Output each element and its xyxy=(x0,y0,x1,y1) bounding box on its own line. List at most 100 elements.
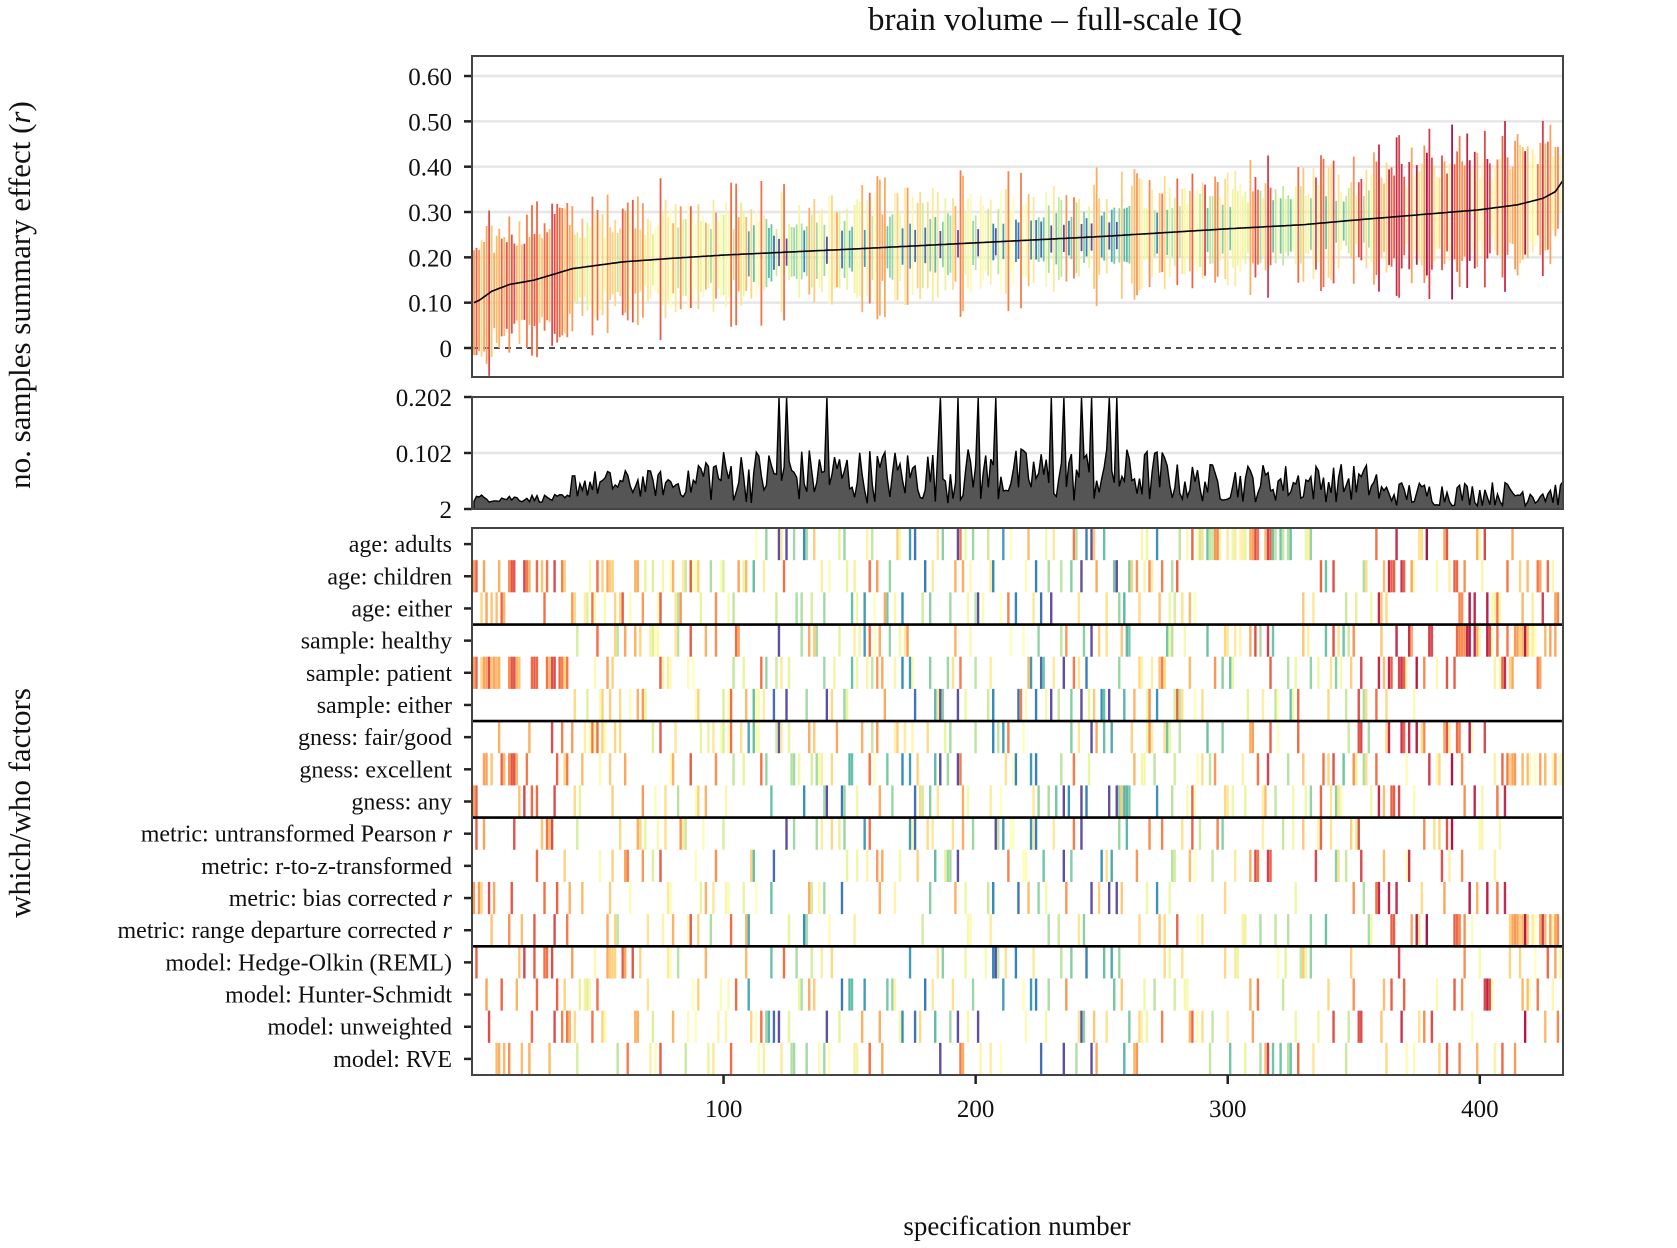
row-label: gness: fair/good xyxy=(298,725,452,751)
heatmap-cell xyxy=(576,1042,579,1075)
heatmap-cell xyxy=(629,688,632,722)
heatmap-cell xyxy=(1400,656,1403,689)
heatmap-cell xyxy=(989,1042,992,1075)
heatmap-cell xyxy=(1355,592,1358,625)
heatmap-cell xyxy=(1460,592,1464,625)
heatmap-cell xyxy=(674,624,677,657)
heatmap-cell xyxy=(1072,753,1076,786)
heatmap-cell xyxy=(1473,592,1476,625)
heatmap-cell xyxy=(1531,592,1534,625)
heatmap-cell xyxy=(734,978,738,1011)
heatmap-cell xyxy=(528,721,531,754)
heatmap-cell xyxy=(1448,849,1451,882)
heatmap-cell xyxy=(825,1010,829,1043)
heatmap-cell xyxy=(563,978,566,1011)
heatmap-cell xyxy=(860,1010,864,1043)
heatmap-cell xyxy=(1413,785,1416,818)
heatmap-cell xyxy=(1534,946,1537,979)
heatmap-cell xyxy=(497,1042,501,1075)
heatmap-cell xyxy=(1221,656,1224,689)
heatmap-cell xyxy=(576,624,579,657)
heatmap-cell xyxy=(1196,914,1199,947)
x-tick-label: 400 xyxy=(1461,1096,1499,1123)
heatmap-cell xyxy=(795,946,798,979)
heatmap-cell xyxy=(1536,978,1539,1011)
heatmap-cell xyxy=(727,688,730,722)
heatmap-cell xyxy=(828,560,831,593)
heatmap-cell xyxy=(850,978,854,1011)
heatmap-cell xyxy=(1254,624,1257,657)
heatmap-cell xyxy=(593,656,597,689)
heatmap-cell xyxy=(1302,592,1305,625)
heatmap-cell xyxy=(1309,946,1313,979)
heatmap-cell xyxy=(1022,978,1025,1011)
heatmap-cell xyxy=(1034,753,1038,786)
heatmap-cell xyxy=(757,688,760,722)
heatmap-cell xyxy=(1228,656,1232,689)
heatmap-cell xyxy=(760,656,763,689)
heatmap-cell xyxy=(843,785,846,818)
heatmap-cell xyxy=(1024,849,1028,882)
heatmap-cell xyxy=(843,688,846,722)
heatmap-cell xyxy=(823,785,826,818)
heatmap-cell xyxy=(1511,914,1514,947)
heatmap-cell xyxy=(1546,946,1549,979)
heatmap-cell xyxy=(1370,914,1373,947)
heatmap-cell xyxy=(1481,817,1484,850)
heatmap-cell xyxy=(487,656,491,689)
heatmap-cell xyxy=(891,785,894,818)
heatmap-cell xyxy=(1468,721,1471,754)
heatmap-cell xyxy=(651,624,655,657)
heatmap-cell xyxy=(566,753,569,786)
heatmap-cell xyxy=(1198,528,1202,561)
heatmap-cell xyxy=(755,881,758,915)
heatmap-cell xyxy=(1208,1042,1212,1075)
heatmap-cell xyxy=(1097,881,1101,915)
heatmap-cell xyxy=(699,721,702,754)
heatmap-cell xyxy=(1428,753,1431,786)
heatmap-cell xyxy=(543,592,546,625)
heatmap-cell xyxy=(709,560,713,593)
heatmap-cell xyxy=(916,849,919,882)
y-tick-label: 0 xyxy=(440,336,453,363)
heatmap-cell xyxy=(1486,592,1489,625)
heatmap-cell xyxy=(1304,946,1307,979)
heatmap-cell xyxy=(1342,753,1345,786)
heatmap-cell xyxy=(608,946,612,979)
heatmap-cell xyxy=(1198,817,1202,850)
heatmap-cell xyxy=(714,592,718,625)
heatmap-cell xyxy=(757,1042,760,1075)
heatmap-cell xyxy=(931,978,934,1011)
heatmap-cell xyxy=(578,978,581,1011)
heatmap-cell xyxy=(482,753,486,786)
heatmap-cell xyxy=(838,817,841,850)
heatmap-cell xyxy=(739,721,743,754)
heatmap-cell xyxy=(560,560,564,593)
heatmap-cell xyxy=(616,624,619,657)
heatmap-cell xyxy=(1085,946,1088,979)
heatmap-cell xyxy=(1181,688,1184,722)
row-label-text: model: unweighted xyxy=(267,1015,452,1041)
heatmap-cell xyxy=(566,656,569,689)
heatmap-cell xyxy=(1339,656,1343,689)
row-label-text: gness: any xyxy=(351,790,452,816)
heatmap-cell xyxy=(581,881,584,915)
heatmap-cell xyxy=(1279,1042,1282,1075)
heatmap-cell xyxy=(838,624,841,657)
heatmap-cell xyxy=(1355,817,1358,850)
heatmap-cell xyxy=(918,785,922,818)
heatmap-cell xyxy=(1493,592,1497,625)
row-label: model: unweighted xyxy=(267,1015,452,1041)
heatmap-cell xyxy=(790,1042,793,1075)
heatmap-cell xyxy=(639,946,642,979)
heatmap-cell xyxy=(644,817,647,850)
heatmap-cell xyxy=(500,753,503,786)
heatmap-cell xyxy=(974,592,977,625)
heatmap-cell xyxy=(523,785,526,818)
heatmap-cell xyxy=(1123,785,1126,818)
heatmap-cell xyxy=(936,946,939,979)
heatmap-cell xyxy=(1193,688,1197,722)
heatmap-cell xyxy=(926,817,929,850)
heatmap-cell xyxy=(838,1010,841,1043)
heatmap-cell xyxy=(1019,688,1023,722)
